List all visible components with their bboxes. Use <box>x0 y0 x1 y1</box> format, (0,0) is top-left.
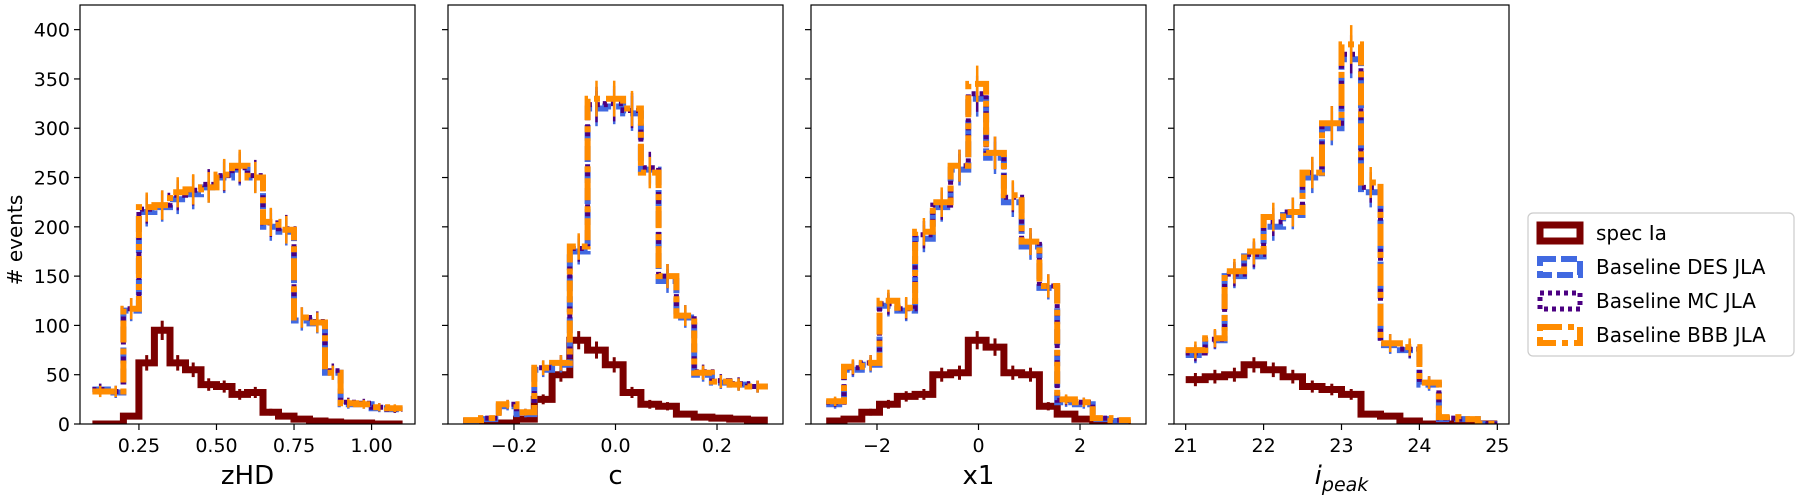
panel-1: 0.25 0.50 0.75 1.00 0 50 100 150 200 250 300 350 400… <box>34 4 416 491</box>
x-tick-label: 24 <box>1407 435 1431 457</box>
legend-item: Baseline MC JLA <box>1537 289 1756 313</box>
plot-area-1 <box>92 149 403 424</box>
series-line-4 <box>1185 41 1498 424</box>
x-tick-label: −2 <box>863 435 891 457</box>
legend: spec Ia Baseline DES JLA Baseline MC JLA Ba… <box>1527 212 1795 357</box>
legend-label: Baseline BBB JLA <box>1596 323 1766 347</box>
legend-label: spec Ia <box>1596 221 1667 245</box>
legend-item: Baseline DES JLA <box>1537 255 1766 279</box>
x-tick-label: 22 <box>1251 435 1275 457</box>
series-line-3 <box>826 91 1131 423</box>
x-tick-label: 1.00 <box>350 435 392 457</box>
series-line-2 <box>92 166 403 413</box>
series-line-1 <box>92 326 403 424</box>
series-line-1 <box>463 336 768 424</box>
x-tick-label: 2 <box>1074 435 1086 457</box>
y-tick-label: 300 <box>34 118 70 140</box>
legend-swatch <box>1536 221 1584 245</box>
x-tick-label: −0.2 <box>491 435 537 457</box>
y-tick-label: 150 <box>34 266 70 288</box>
series-line-4 <box>92 162 403 412</box>
series-line-4 <box>826 80 1131 424</box>
y-tick-label: 250 <box>34 168 70 190</box>
series-line-2 <box>463 103 768 424</box>
legend-swatch <box>1537 290 1583 312</box>
plot-area-2 <box>463 80 768 424</box>
y-tick-label: 50 <box>46 365 70 387</box>
plot-area-3 <box>826 65 1131 424</box>
y-tick-label: 200 <box>34 217 70 239</box>
panel-3: −2 0 2 x1 <box>805 4 1147 491</box>
x-axis-label: zHD <box>221 461 274 491</box>
y-tick-label: 350 <box>34 69 70 91</box>
y-axis-label: # events <box>3 195 27 286</box>
y-tick-label: 0 <box>58 414 70 436</box>
series-line-3 <box>92 165 403 412</box>
legend-swatch <box>1537 256 1583 278</box>
legend-label: Baseline MC JLA <box>1596 289 1756 313</box>
axes-frame <box>79 4 416 425</box>
plot-area-4 <box>1185 25 1498 424</box>
x-axis-label: x1 <box>963 461 995 491</box>
x-tick-label: 0 <box>972 435 984 457</box>
x-tick-label: 23 <box>1329 435 1353 457</box>
x-tick-label: 0.0 <box>600 435 630 457</box>
x-tick-label: 21 <box>1174 435 1198 457</box>
x-axis-label: c <box>608 461 622 491</box>
y-tick-label: 100 <box>34 315 70 337</box>
legend-label: Baseline DES JLA <box>1596 255 1766 279</box>
x-tick-label: 0.75 <box>273 435 315 457</box>
series-line-1 <box>1185 361 1498 424</box>
panels: 0.25 0.50 0.75 1.00050100150200250300350400… <box>34 4 1510 496</box>
legend-frame <box>1527 212 1795 357</box>
x-tick-label: 0.2 <box>702 435 732 457</box>
legend-item: spec Ia <box>1536 221 1667 245</box>
legend-swatch <box>1537 324 1583 346</box>
x-axis-label: ipeak <box>1315 461 1370 496</box>
series-line-2 <box>826 95 1131 424</box>
panel-2: −0.2 0.0 0.2 c <box>442 4 784 491</box>
series-line-4 <box>463 95 768 424</box>
y-tick-label: 400 <box>34 20 70 42</box>
x-tick-label: 0.25 <box>118 435 160 457</box>
x-tick-label: 0.50 <box>195 435 237 457</box>
legend-item: Baseline BBB JLA <box>1537 323 1766 347</box>
x-tick-label: 25 <box>1485 435 1509 457</box>
series-line-3 <box>463 101 768 423</box>
panel-4: 21 22 23 24 25 ipeak <box>1168 4 1510 496</box>
